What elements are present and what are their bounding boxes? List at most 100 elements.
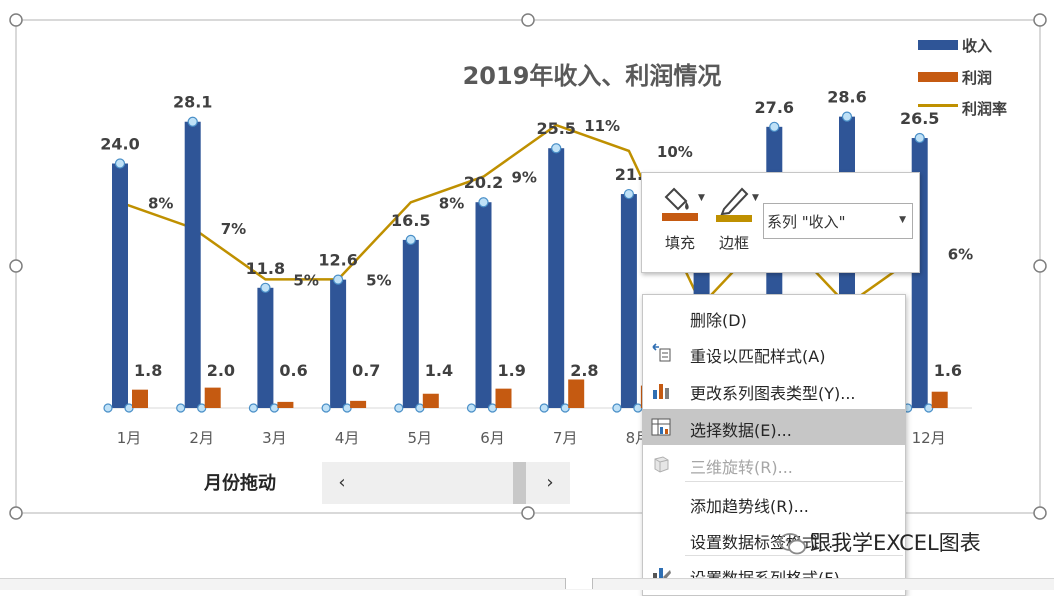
- border-button[interactable]: ▼ 边框: [706, 179, 762, 259]
- resize-handle[interactable]: [1033, 259, 1047, 273]
- bar-selection-handle[interactable]: [914, 132, 925, 144]
- bar-selection-handle[interactable]: [333, 274, 344, 285]
- data-label-margin[interactable]: 7%: [221, 220, 246, 238]
- bar-profit[interactable]: [277, 401, 294, 408]
- bar-profit[interactable]: [931, 391, 948, 408]
- bar-income[interactable]: [620, 194, 637, 408]
- data-label-income[interactable]: 28.6: [827, 88, 866, 107]
- bar-selection-handle[interactable]: [415, 403, 425, 413]
- bar-selection-handle[interactable]: [560, 403, 570, 413]
- bar-selection-handle[interactable]: [405, 234, 416, 246]
- context-menu-item[interactable]: 更改系列图表类型(Y)...: [643, 372, 905, 408]
- bar-selection-handle[interactable]: [269, 403, 279, 413]
- data-label-income[interactable]: 11.8: [246, 259, 285, 278]
- data-label-profit[interactable]: 1.9: [498, 361, 526, 380]
- bar-profit[interactable]: [568, 379, 585, 408]
- month-scrollbar[interactable]: ‹ ›: [322, 462, 570, 504]
- data-label-margin[interactable]: 6%: [948, 246, 973, 264]
- data-label-income[interactable]: 24.0: [100, 135, 139, 154]
- context-menu-item[interactable]: 添加趋势线(R)...: [643, 485, 905, 521]
- data-label-income[interactable]: 21.: [615, 165, 643, 184]
- scroll-left-button[interactable]: ‹: [338, 472, 346, 493]
- bar-selection-handle[interactable]: [248, 403, 258, 413]
- data-label-income[interactable]: 25.5: [536, 119, 575, 138]
- bar-income[interactable]: [330, 279, 347, 408]
- bar-selection-handle[interactable]: [841, 111, 853, 122]
- resize-handle[interactable]: [521, 506, 535, 520]
- bar-selection-handle[interactable]: [342, 403, 352, 413]
- bar-profit[interactable]: [422, 393, 439, 408]
- bar-selection-handle[interactable]: [466, 403, 477, 413]
- resize-handle[interactable]: [1033, 13, 1047, 27]
- context-menu-item[interactable]: 选择数据(E)...: [643, 409, 905, 445]
- scroll-thumb[interactable]: [513, 462, 526, 504]
- chevron-down-icon[interactable]: ▼: [752, 193, 759, 203]
- resize-handle[interactable]: [9, 506, 23, 520]
- bar-income[interactable]: [112, 163, 128, 409]
- bar-selection-handle[interactable]: [924, 403, 934, 413]
- resize-handle[interactable]: [9, 259, 23, 273]
- legend[interactable]: 收入 利润 利润率: [918, 37, 1007, 118]
- bar-selection-handle[interactable]: [197, 403, 207, 413]
- data-label-income[interactable]: 12.6: [318, 251, 357, 270]
- bar-profit[interactable]: [204, 387, 221, 408]
- context-menu-item[interactable]: 删除(D): [643, 299, 905, 335]
- data-label-profit[interactable]: 1.4: [425, 361, 453, 380]
- chart-type-icon: [653, 384, 669, 399]
- bar-selection-handle[interactable]: [176, 403, 186, 413]
- sheet-cell[interactable]: [565, 578, 593, 589]
- series-dropdown[interactable]: 系列 "收入" ▼: [763, 203, 913, 239]
- bar-profit[interactable]: [495, 388, 512, 408]
- data-label-income[interactable]: 28.1: [173, 93, 212, 112]
- bar-income[interactable]: [184, 121, 201, 408]
- bar-selection-handle[interactable]: [114, 158, 126, 169]
- bar-selection-handle[interactable]: [539, 403, 549, 413]
- data-label-income[interactable]: 20.2: [464, 173, 503, 192]
- bar-selection-handle[interactable]: [321, 403, 331, 413]
- data-label-margin[interactable]: 8%: [439, 194, 464, 212]
- chevron-down-icon[interactable]: ▼: [698, 193, 705, 203]
- data-label-profit[interactable]: 1.6: [934, 361, 962, 380]
- bar-income[interactable]: [257, 287, 274, 408]
- bar-selection-handle[interactable]: [478, 197, 489, 208]
- bar-income[interactable]: [475, 202, 492, 408]
- context-menu-item[interactable]: 重设以匹配样式(A): [643, 335, 905, 371]
- data-label-profit[interactable]: 0.6: [279, 361, 307, 380]
- bar-selection-handle[interactable]: [487, 403, 498, 413]
- bar-selection-handle[interactable]: [551, 143, 562, 154]
- bar-profit[interactable]: [350, 400, 367, 408]
- bar-selection-handle[interactable]: [612, 403, 622, 413]
- bar-income[interactable]: [548, 148, 565, 408]
- chart-title[interactable]: 2019年收入、利润情况: [463, 62, 722, 90]
- data-label-profit[interactable]: 2.0: [207, 361, 235, 380]
- data-label-profit[interactable]: 1.8: [134, 361, 162, 380]
- data-label-profit[interactable]: 2.8: [570, 361, 598, 380]
- data-label-income[interactable]: 26.5: [900, 109, 939, 128]
- bar-selection-handle[interactable]: [394, 403, 404, 413]
- bar-selection-handle[interactable]: [769, 121, 780, 132]
- data-label-margin[interactable]: 11%: [584, 117, 620, 135]
- bar-profit[interactable]: [132, 389, 148, 408]
- bar-selection-handle[interactable]: [623, 188, 635, 200]
- bar-selection-handle[interactable]: [187, 116, 198, 127]
- chart-selection-handles[interactable]: [9, 13, 1047, 520]
- chevron-down-icon[interactable]: ▼: [899, 215, 906, 225]
- data-label-margin[interactable]: 8%: [148, 194, 173, 212]
- data-label-profit[interactable]: 0.7: [352, 361, 380, 380]
- resize-handle[interactable]: [521, 13, 535, 27]
- bar-selection-handle[interactable]: [124, 403, 134, 413]
- resize-handle[interactable]: [1033, 506, 1047, 520]
- data-label-margin[interactable]: 5%: [366, 271, 391, 289]
- data-label-margin[interactable]: 5%: [293, 271, 318, 289]
- bar-selection-handle[interactable]: [103, 403, 113, 413]
- bar-income[interactable]: [402, 239, 419, 408]
- resize-handle[interactable]: [9, 13, 23, 27]
- data-label-income[interactable]: 16.5: [391, 211, 430, 230]
- fill-button[interactable]: ▼ 填充: [652, 179, 708, 259]
- data-label-margin[interactable]: 10%: [657, 143, 693, 161]
- bar-selection-handle[interactable]: [260, 282, 271, 293]
- bar-selection-handle[interactable]: [633, 403, 643, 413]
- data-label-margin[interactable]: 9%: [512, 169, 537, 187]
- scroll-right-button[interactable]: ›: [546, 472, 554, 493]
- data-label-income[interactable]: 27.6: [755, 98, 794, 117]
